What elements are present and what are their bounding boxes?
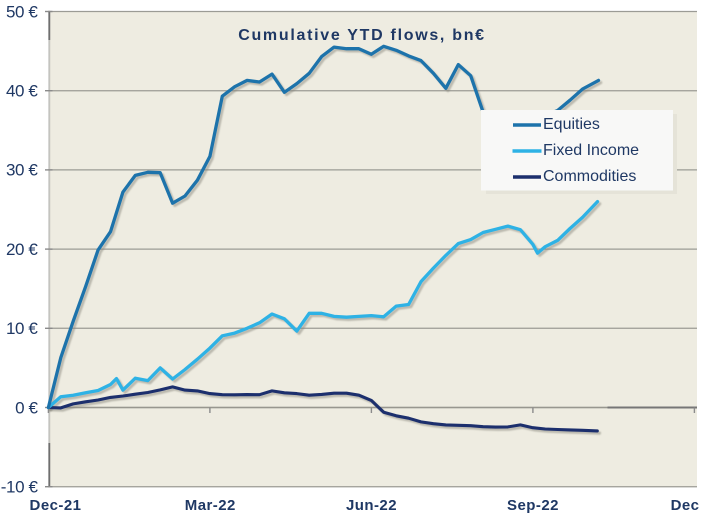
svg-text:50 €: 50 € <box>6 2 38 21</box>
svg-text:Dec: Dec <box>671 497 700 514</box>
svg-text:Commodities: Commodities <box>543 168 636 185</box>
svg-text:30 €: 30 € <box>6 161 38 180</box>
svg-text:40 €: 40 € <box>6 82 38 101</box>
svg-text:Mar-22: Mar-22 <box>185 497 236 514</box>
svg-text:Jun-22: Jun-22 <box>346 497 397 514</box>
svg-text:10 €: 10 € <box>6 319 38 338</box>
svg-text:0 €: 0 € <box>15 398 38 417</box>
svg-text:Dec-21: Dec-21 <box>30 497 82 514</box>
svg-text:-10 €: -10 € <box>1 478 39 497</box>
svg-text:20 €: 20 € <box>6 240 38 259</box>
svg-text:Cumulative YTD flows, bn€: Cumulative YTD flows, bn€ <box>238 27 486 44</box>
svg-text:Equities: Equities <box>543 116 600 133</box>
svg-text:Sep-22: Sep-22 <box>507 497 559 514</box>
svg-text:Fixed Income: Fixed Income <box>543 142 639 159</box>
